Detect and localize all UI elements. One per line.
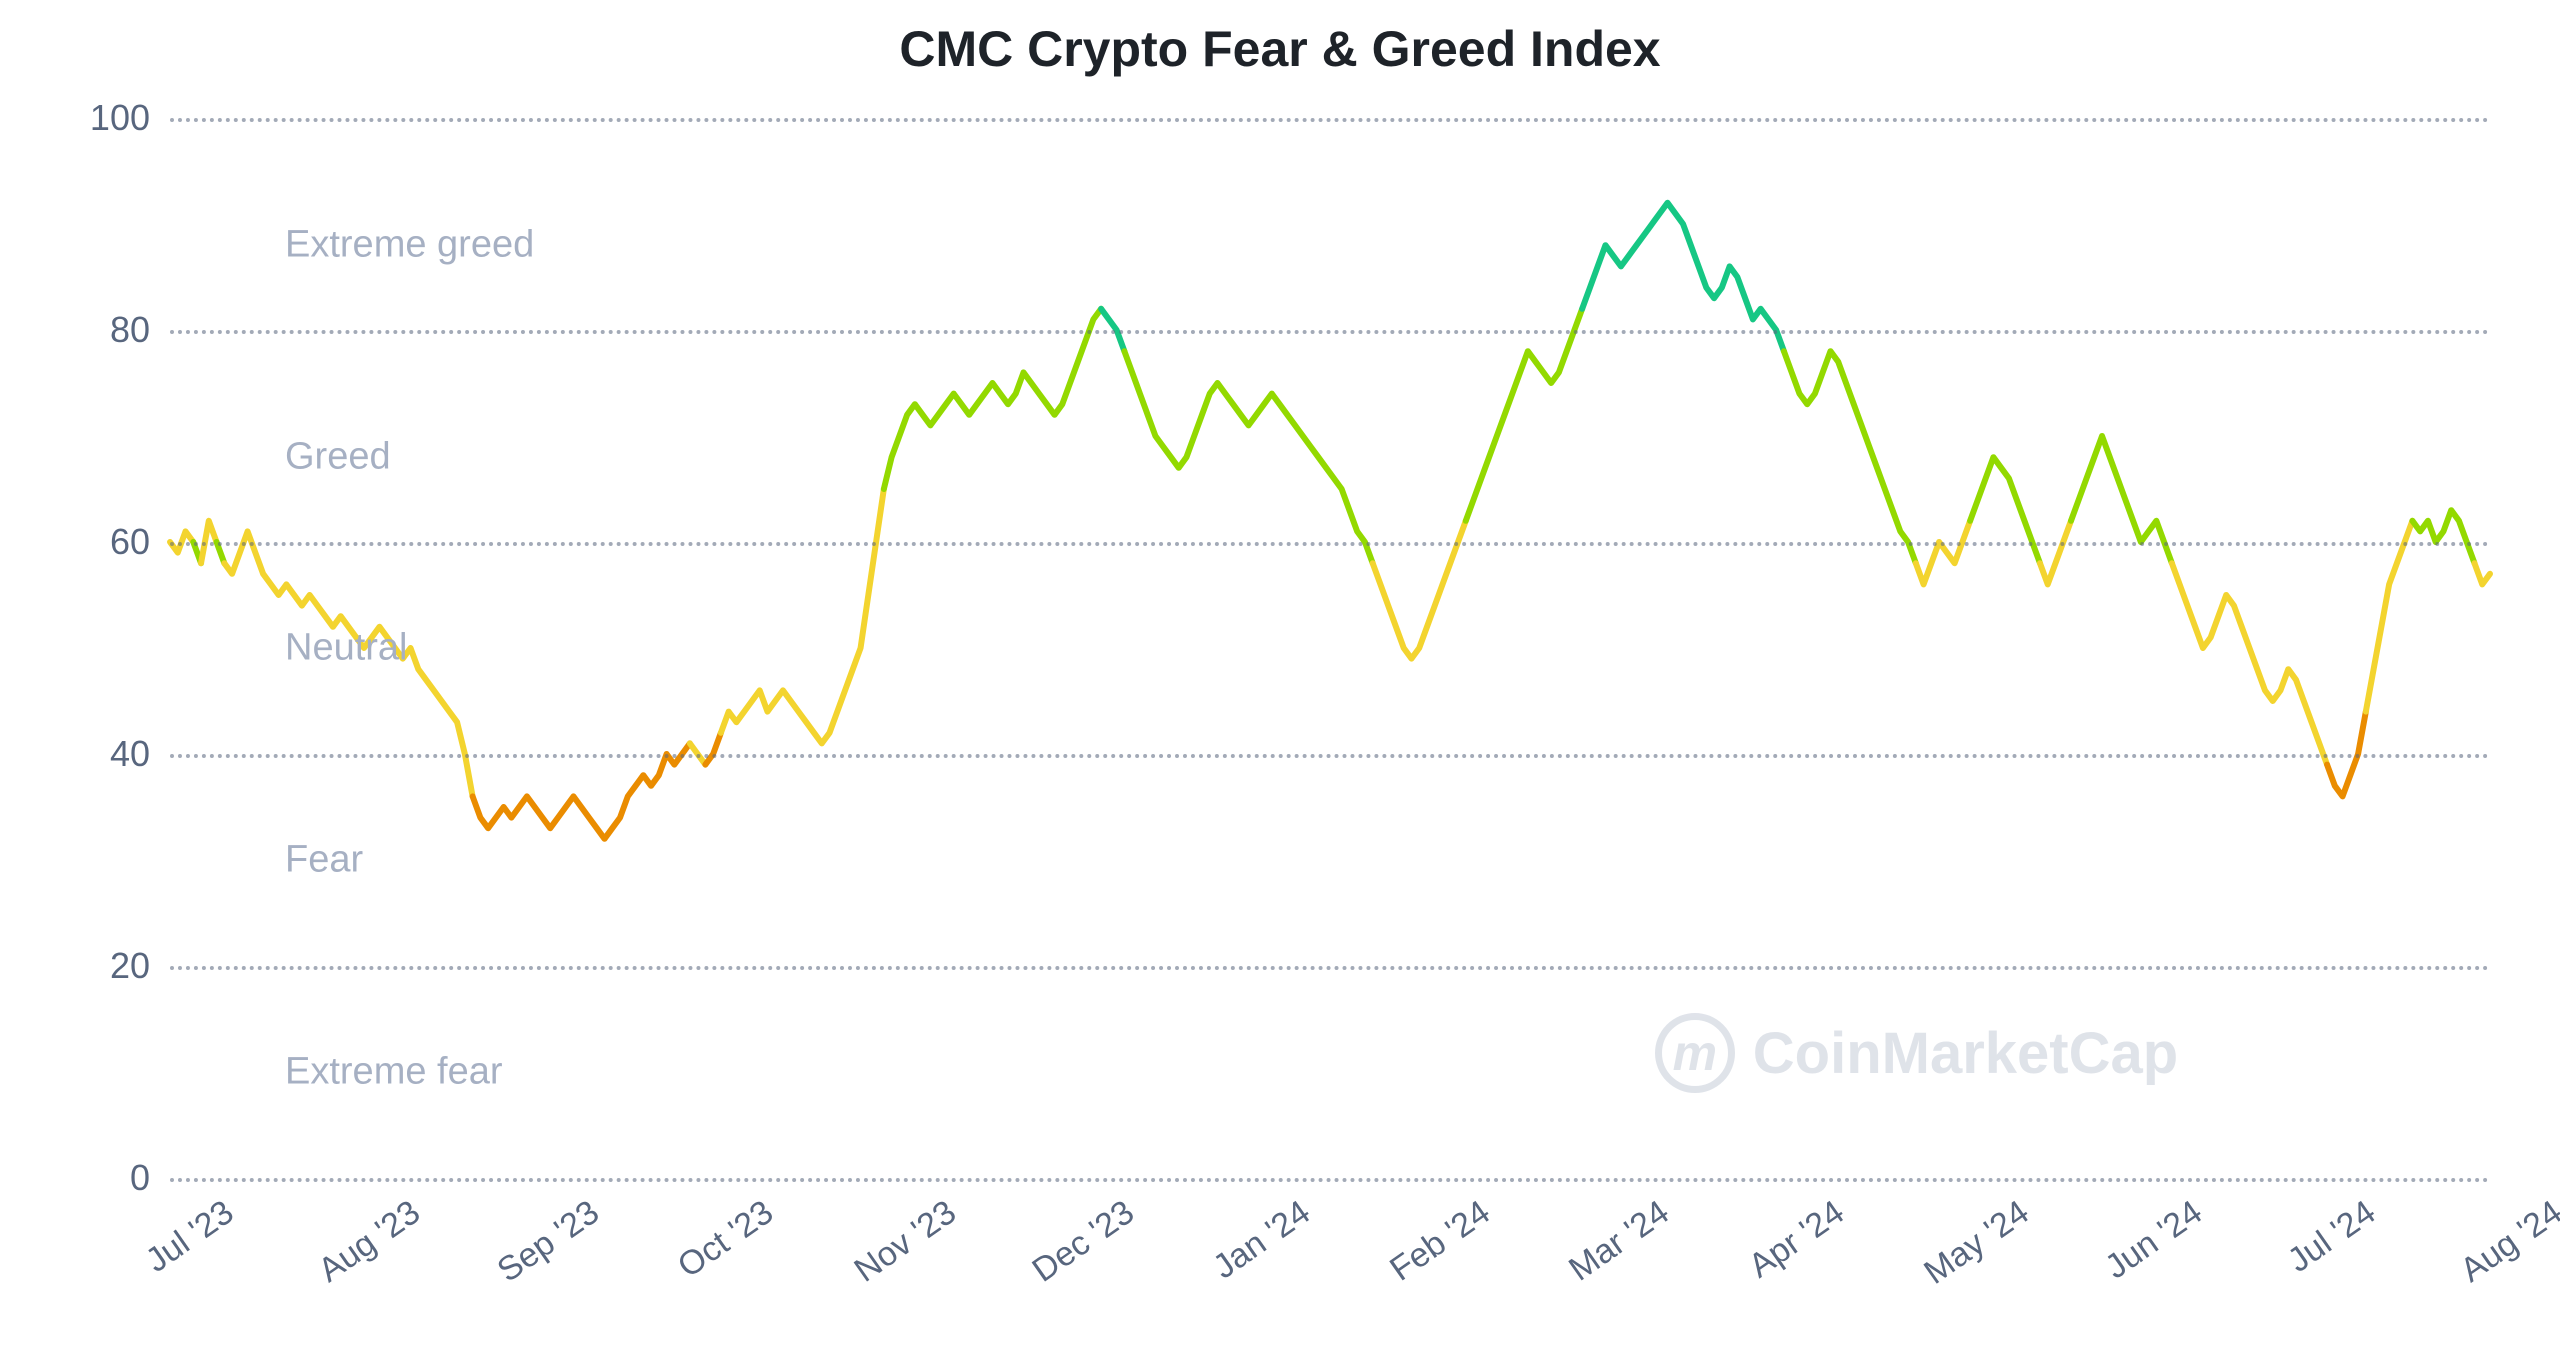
line-segment (1124, 351, 1372, 563)
x-tick-label: May '24 (1917, 1193, 2036, 1293)
zone-label: Extreme fear (285, 1051, 503, 1094)
gridline (170, 118, 2490, 122)
line-segment (1970, 457, 2040, 563)
line-segment (2172, 563, 2327, 764)
x-tick-label: Aug '24 (2454, 1193, 2560, 1290)
line-segment (2040, 521, 2071, 585)
gridline (170, 1178, 2490, 1182)
x-tick-label: Jul '24 (2281, 1193, 2383, 1281)
y-tick-label: 0 (130, 1157, 150, 1199)
zone-label: Neutral (285, 627, 408, 670)
line-segment (884, 309, 1101, 489)
line-segment (705, 733, 721, 765)
line-series (170, 118, 2490, 1178)
line-segment (1582, 203, 1784, 351)
line-segment (2412, 510, 2474, 563)
gridline (170, 966, 2490, 970)
y-tick-label: 60 (110, 521, 150, 563)
x-tick-label: Oct '23 (671, 1193, 781, 1286)
zone-label: Extreme greed (285, 224, 534, 267)
y-tick-label: 100 (90, 97, 150, 139)
x-axis: Jul '23Aug '23Sep '23Oct '23Nov '23Dec '… (170, 1178, 2490, 1298)
y-tick-label: 80 (110, 309, 150, 351)
chart-title: CMC Crypto Fear & Greed Index (40, 20, 2520, 78)
line-segment (1466, 309, 1582, 521)
plot-area: m CoinMarketCap Jul '23Aug '23Sep '23Oct… (170, 118, 2490, 1178)
line-segment (1916, 521, 1970, 585)
gridline (170, 542, 2490, 546)
x-tick-label: Sep '23 (490, 1193, 606, 1290)
line-segment (721, 489, 884, 743)
zone-label: Greed (285, 436, 391, 479)
x-tick-label: Mar '24 (1562, 1193, 1676, 1289)
fear-greed-chart: CMC Crypto Fear & Greed Index m CoinMark… (40, 20, 2520, 1325)
zone-label: Fear (285, 839, 363, 882)
y-tick-label: 20 (110, 945, 150, 987)
x-tick-label: Feb '24 (1383, 1193, 1497, 1289)
line-segment (1784, 351, 1916, 563)
x-tick-label: Jan '24 (1206, 1193, 1317, 1287)
line-segment (2474, 563, 2490, 584)
x-tick-label: Aug '23 (312, 1193, 428, 1290)
gridline (170, 330, 2490, 334)
x-tick-label: Jul '23 (139, 1193, 241, 1281)
x-tick-label: Nov '23 (847, 1193, 963, 1290)
gridline (170, 754, 2490, 758)
x-tick-label: Apr '24 (1742, 1193, 1852, 1286)
y-tick-label: 40 (110, 733, 150, 775)
x-tick-label: Dec '23 (1026, 1193, 1142, 1290)
line-segment (2366, 521, 2413, 712)
x-tick-label: Jun '24 (2098, 1193, 2209, 1287)
